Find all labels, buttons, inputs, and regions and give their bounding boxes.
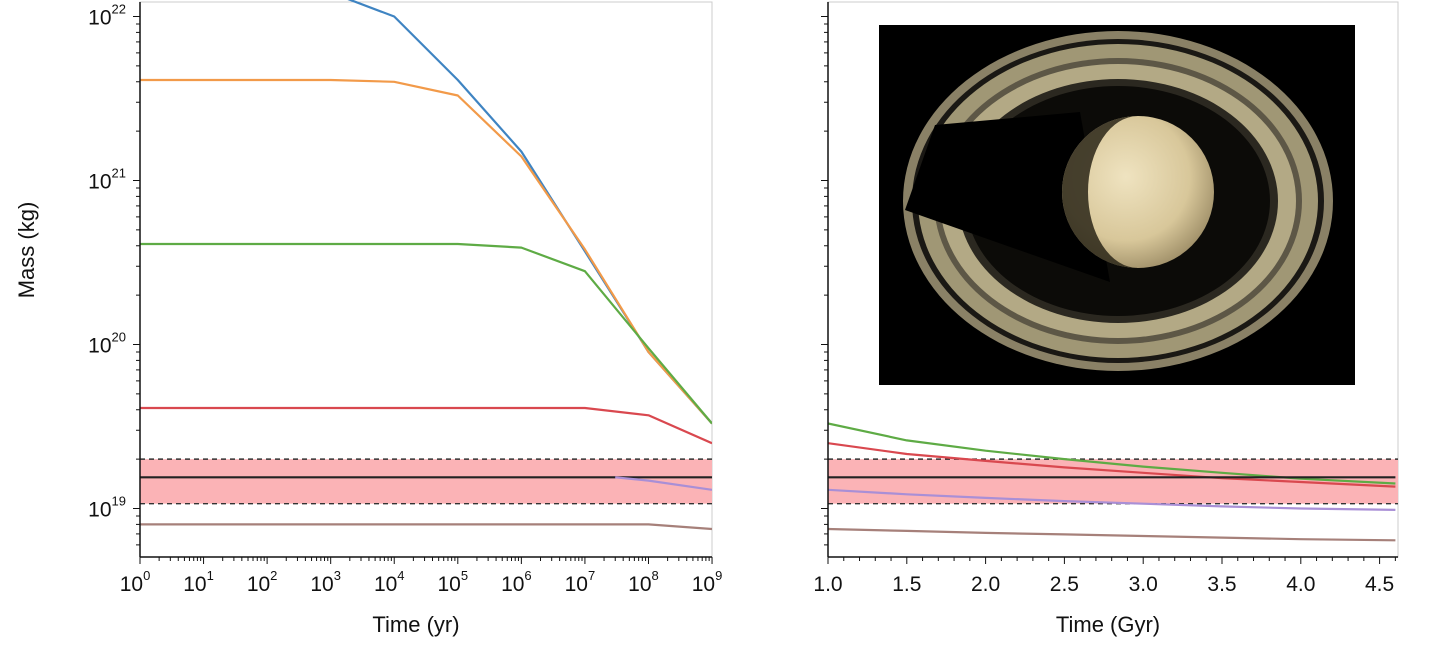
tick-exponent: 4 bbox=[397, 568, 404, 583]
left-y-tick-label: 1021 bbox=[88, 166, 126, 194]
tick-base: 10 bbox=[120, 573, 143, 596]
left-x-tick-label: 104 bbox=[374, 568, 405, 596]
tick-exponent: 19 bbox=[112, 494, 126, 509]
left-y-axis-title: Mass (kg) bbox=[14, 202, 39, 299]
right-x-tick-label: 3.5 bbox=[1207, 573, 1236, 596]
left-x-tick-label: 103 bbox=[310, 568, 341, 596]
left-x-tick-label: 105 bbox=[438, 568, 469, 596]
right-x-ticks: 1.0 1.5 2.0 2.5 3.0 3.5 4.0 4.5 bbox=[813, 557, 1396, 596]
right-observed-mass-band bbox=[828, 458, 1398, 505]
left-x-tick-label: 107 bbox=[565, 568, 596, 596]
right-x-tick-label: 1.5 bbox=[892, 573, 921, 596]
tick-exponent: 2 bbox=[270, 568, 277, 583]
saturn-globe bbox=[1062, 116, 1214, 268]
left-x-axis-title: Time (yr) bbox=[372, 612, 459, 637]
tick-base: 10 bbox=[628, 573, 651, 596]
tick-base: 10 bbox=[88, 335, 111, 358]
left-x-tick-label: 106 bbox=[501, 568, 532, 596]
saturn-night-side bbox=[1062, 116, 1138, 268]
right-series-lines bbox=[828, 422, 1396, 542]
right-y-ticks bbox=[821, 16, 828, 546]
right-x-tick-label: 2.5 bbox=[1050, 573, 1079, 596]
right-x-tick-label: 1.0 bbox=[813, 573, 842, 596]
tick-exponent: 21 bbox=[112, 166, 126, 181]
tick-base: 10 bbox=[310, 573, 333, 596]
tick-exponent: 1 bbox=[207, 568, 214, 583]
tick-exponent: 0 bbox=[143, 568, 150, 583]
left-y-tick-label: 1022 bbox=[88, 2, 126, 30]
right-x-tick-label: 2.0 bbox=[971, 573, 1000, 596]
right-x-tick-label: 4.0 bbox=[1286, 573, 1315, 596]
right-band-fill bbox=[828, 459, 1398, 504]
tick-base: 10 bbox=[374, 573, 397, 596]
saturn-inset-image bbox=[879, 25, 1355, 385]
tick-exponent: 20 bbox=[112, 330, 126, 345]
tick-exponent: 8 bbox=[652, 568, 659, 583]
right-series-line-3 bbox=[828, 488, 1396, 511]
left-series-line-2 bbox=[140, 242, 712, 425]
left-x-tick-label: 102 bbox=[247, 568, 278, 596]
right-series-line-1 bbox=[828, 442, 1396, 488]
tick-exponent: 5 bbox=[461, 568, 468, 583]
tick-base: 10 bbox=[247, 573, 270, 596]
left-observed-mass-band bbox=[140, 458, 712, 505]
tick-base: 10 bbox=[88, 499, 111, 522]
left-y-tick-label: 1019 bbox=[88, 494, 126, 522]
tick-base: 10 bbox=[88, 7, 111, 30]
right-x-tick-label: 3.0 bbox=[1129, 573, 1158, 596]
left-band-fill bbox=[140, 459, 712, 504]
tick-base: 10 bbox=[88, 171, 111, 194]
tick-base: 10 bbox=[438, 573, 461, 596]
tick-exponent: 3 bbox=[334, 568, 341, 583]
tick-base: 10 bbox=[565, 573, 588, 596]
left-series-lines bbox=[140, 0, 712, 531]
left-series-line-6 bbox=[140, 523, 712, 531]
saturn-shadow bbox=[905, 112, 1110, 282]
tick-base: 10 bbox=[692, 573, 715, 596]
tick-exponent: 6 bbox=[524, 568, 531, 583]
tick-exponent: 9 bbox=[715, 568, 722, 583]
tick-exponent: 22 bbox=[112, 2, 126, 17]
left-x-tick-label: 108 bbox=[628, 568, 659, 596]
tick-exponent: 7 bbox=[588, 568, 595, 583]
tick-base: 10 bbox=[183, 573, 206, 596]
right-x-axis-title: Time (Gyr) bbox=[1056, 612, 1160, 637]
left-y-tick-label: 1020 bbox=[88, 330, 126, 358]
right-series-line-4 bbox=[828, 527, 1396, 542]
left-x-ticks: 100 101 102 103 104 105 106 107 108 109 bbox=[120, 557, 723, 596]
left-x-tick-label: 100 bbox=[120, 568, 151, 596]
left-x-tick-label: 109 bbox=[692, 568, 723, 596]
left-series-line-5 bbox=[615, 476, 712, 491]
right-x-tick-label: 4.5 bbox=[1365, 573, 1394, 596]
tick-base: 10 bbox=[501, 573, 524, 596]
left-x-tick-label: 101 bbox=[183, 568, 214, 596]
left-series-line-3 bbox=[140, 406, 712, 445]
right-panel: 1.0 1.5 2.0 2.5 3.0 3.5 4.0 4.5 Time (Gyr) bbox=[813, 1, 1399, 637]
